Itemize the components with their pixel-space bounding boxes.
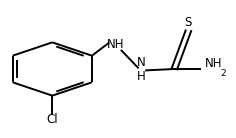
Text: NH: NH [107, 38, 124, 51]
Text: 2: 2 [220, 69, 226, 78]
Text: S: S [185, 16, 192, 29]
Text: Cl: Cl [46, 113, 58, 126]
Text: N: N [137, 56, 146, 69]
Text: H: H [137, 70, 146, 83]
Text: NH: NH [205, 57, 222, 70]
